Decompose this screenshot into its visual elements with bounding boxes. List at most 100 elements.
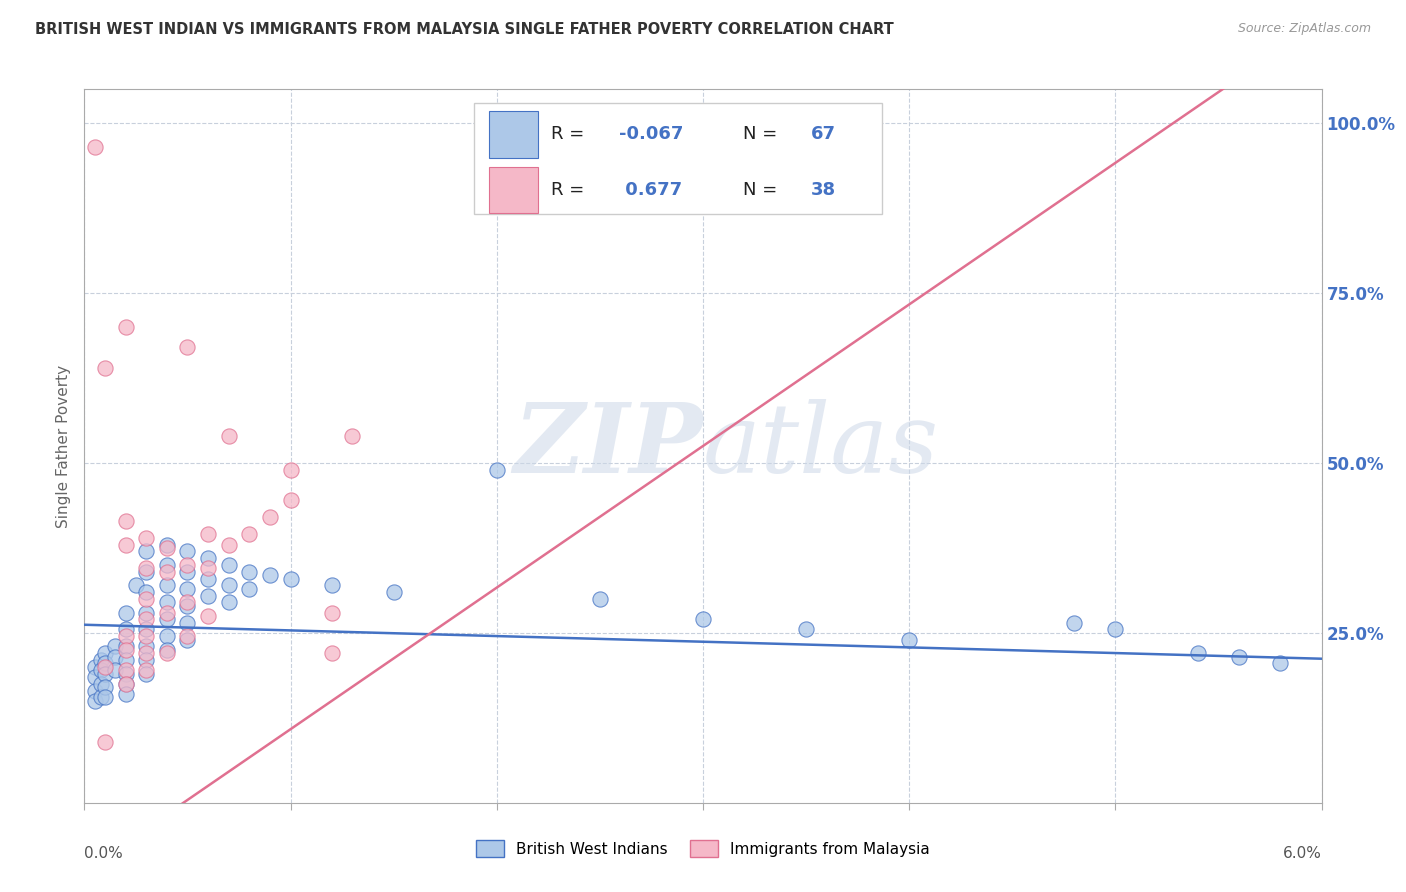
Point [280, 493, 302, 508]
Text: R =: R = [551, 126, 589, 144]
Point [259, 568, 281, 582]
Point [238, 582, 260, 596]
Point [382, 585, 405, 599]
Point [135, 646, 157, 660]
Bar [489, 167, 538, 213]
Point [114, 320, 136, 334]
Point [176, 595, 198, 609]
Point [280, 463, 302, 477]
Point [94, 657, 117, 671]
Point [135, 544, 157, 558]
Point [114, 677, 136, 691]
Point [114, 653, 136, 667]
Point [83, 140, 105, 154]
Text: 38: 38 [811, 181, 835, 199]
Point [197, 527, 219, 541]
Legend: British West Indians, Immigrants from Malaysia: British West Indians, Immigrants from Ma… [470, 834, 936, 863]
Point [1063, 615, 1085, 630]
Point [259, 510, 281, 524]
Point [1187, 646, 1209, 660]
Text: N =: N = [742, 181, 783, 199]
Point [104, 640, 127, 654]
Point [156, 643, 179, 657]
Point [218, 578, 240, 592]
Point [90, 690, 112, 705]
Point [94, 660, 117, 674]
Point [156, 565, 179, 579]
Point [176, 629, 198, 643]
Point [1227, 649, 1250, 664]
Point [135, 531, 157, 545]
Point [238, 565, 260, 579]
FancyBboxPatch shape [474, 103, 883, 214]
Point [176, 341, 198, 355]
Text: ZIP: ZIP [513, 399, 703, 493]
Point [321, 606, 343, 620]
Y-axis label: Single Father Poverty: Single Father Poverty [56, 365, 72, 527]
Point [94, 666, 117, 681]
Point [156, 646, 179, 660]
Text: N =: N = [742, 126, 783, 144]
Point [321, 646, 343, 660]
Point [485, 463, 508, 477]
Text: 6.0%: 6.0% [1282, 846, 1322, 861]
Point [135, 663, 157, 677]
Point [114, 663, 136, 677]
Point [156, 595, 179, 609]
Text: 0.677: 0.677 [619, 181, 682, 199]
Point [114, 623, 136, 637]
Point [94, 680, 117, 694]
Point [156, 606, 179, 620]
Point [94, 646, 117, 660]
Point [135, 565, 157, 579]
Bar [489, 112, 538, 158]
Point [94, 690, 117, 705]
Point [218, 558, 240, 572]
Point [1270, 657, 1292, 671]
Point [156, 612, 179, 626]
Point [898, 632, 921, 647]
Point [114, 687, 136, 701]
Point [218, 429, 240, 443]
Point [176, 544, 198, 558]
Text: -0.067: -0.067 [619, 126, 683, 144]
Point [94, 734, 117, 748]
Point [135, 623, 157, 637]
Point [90, 653, 112, 667]
Point [94, 360, 117, 375]
Point [589, 591, 612, 606]
Point [135, 629, 157, 643]
Point [238, 527, 260, 541]
Point [197, 561, 219, 575]
Point [280, 572, 302, 586]
Point [176, 558, 198, 572]
Point [692, 612, 714, 626]
Point [135, 606, 157, 620]
Point [135, 591, 157, 606]
Point [135, 612, 157, 626]
Point [176, 615, 198, 630]
Point [176, 582, 198, 596]
Point [218, 595, 240, 609]
Point [197, 551, 219, 566]
Point [83, 694, 105, 708]
Point [83, 683, 105, 698]
Point [114, 629, 136, 643]
Point [125, 578, 148, 592]
Point [114, 666, 136, 681]
Point [794, 623, 817, 637]
Point [90, 677, 112, 691]
Point [135, 561, 157, 575]
Point [114, 606, 136, 620]
Point [156, 558, 179, 572]
Point [342, 429, 364, 443]
Point [197, 608, 219, 623]
Text: Source: ZipAtlas.com: Source: ZipAtlas.com [1237, 22, 1371, 36]
Point [135, 666, 157, 681]
Text: 0.0%: 0.0% [84, 846, 124, 861]
Point [321, 578, 343, 592]
Point [90, 663, 112, 677]
Point [218, 537, 240, 551]
Point [156, 578, 179, 592]
Point [114, 677, 136, 691]
